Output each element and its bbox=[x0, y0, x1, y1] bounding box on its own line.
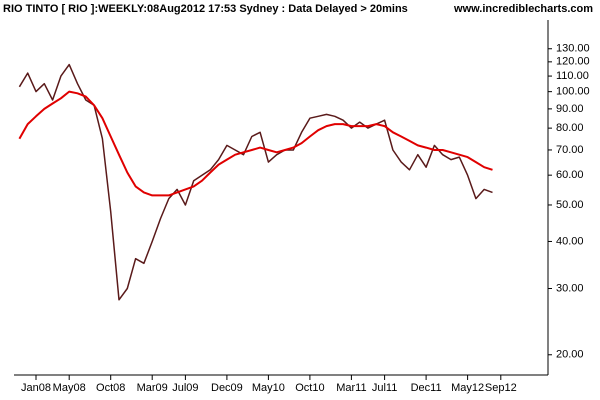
y-tick-label: 130.00 bbox=[556, 43, 590, 55]
y-tick-label: 70.00 bbox=[556, 144, 584, 156]
x-tick-label: Oct08 bbox=[96, 382, 125, 394]
y-tick-label: 90.00 bbox=[556, 103, 584, 115]
x-tick-label: Jul11 bbox=[372, 382, 397, 394]
y-tick-label: 110.00 bbox=[556, 70, 589, 82]
y-tick-label: 80.00 bbox=[556, 122, 584, 134]
y-tick-label: 50.00 bbox=[556, 199, 584, 211]
x-tick-label: Dec09 bbox=[211, 382, 243, 394]
x-tick-label: Dec11 bbox=[411, 382, 442, 394]
x-tick-label: Mar11 bbox=[336, 382, 366, 394]
x-tick-label: May12 bbox=[451, 382, 484, 394]
y-tick-label: 60.00 bbox=[556, 169, 584, 181]
y-tick-label: 20.00 bbox=[556, 349, 584, 361]
x-tick-label: Jan08 bbox=[21, 382, 51, 394]
x-tick-label: Oct10 bbox=[295, 382, 324, 394]
x-tick-label: Jul09 bbox=[172, 382, 198, 394]
price-line bbox=[18, 63, 493, 301]
x-tick-label: Sep12 bbox=[485, 382, 517, 394]
chart-title: RIO TINTO [ RIO ]:WEEKLY:08Aug2012 17:53… bbox=[3, 3, 408, 15]
y-tick-label: 120.00 bbox=[556, 56, 590, 68]
y-tick-label: 100.00 bbox=[556, 86, 590, 98]
price-line bbox=[18, 90, 493, 197]
source: www.incrediblecharts.com bbox=[453, 3, 593, 15]
y-tick-label: 30.00 bbox=[556, 282, 584, 294]
y-tick-label: 40.00 bbox=[556, 235, 584, 247]
x-tick-label: Mar09 bbox=[137, 382, 168, 394]
x-tick-label: May08 bbox=[53, 382, 86, 394]
x-tick-label: May10 bbox=[252, 382, 285, 394]
